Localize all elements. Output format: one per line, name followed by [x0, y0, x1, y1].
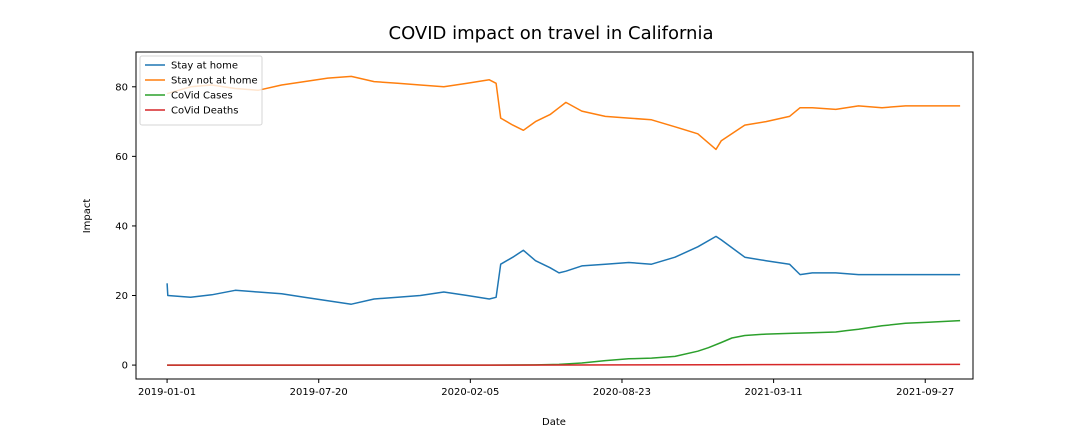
series-layer [166, 75, 961, 366]
series-line-stay-not-at-home [166, 75, 961, 151]
y-tick-label: 40 [115, 221, 128, 232]
plot-area [135, 51, 974, 380]
chart-title: COVID impact on travel in California [389, 23, 714, 44]
y-tick-label: 20 [115, 291, 128, 302]
x-tick-label: 2021-09-27 [896, 387, 954, 398]
legend: Stay at home Stay not at home CoVid Cases C… [139, 55, 263, 126]
legend-label: Stay at home [171, 61, 238, 72]
series-line-covid-deaths [167, 363, 961, 366]
y-tick-label: 60 [115, 152, 128, 163]
series-line-stay-at-home [166, 235, 961, 305]
x-axis: 2019-01-01 2019-07-20 2020-02-05 2020-08-23… [138, 379, 954, 398]
series-line-covid-cases [167, 319, 961, 366]
x-tick-label: 2020-02-05 [441, 387, 499, 398]
x-tick-label: 2020-08-23 [593, 387, 651, 398]
legend-label: CoVid Deaths [171, 106, 238, 117]
legend-box [139, 55, 263, 126]
x-tick-label: 2019-01-01 [138, 387, 196, 398]
legend-label: CoVid Cases [171, 91, 233, 102]
legend-label: Stay not at home [171, 76, 258, 87]
x-axis-label: Date [542, 417, 566, 428]
y-axis-label: Impact [82, 199, 93, 234]
x-tick-label: 2019-07-20 [290, 387, 348, 398]
y-axis: 0 20 40 60 80 [115, 82, 136, 372]
x-tick-label: 2021-03-11 [745, 387, 803, 398]
y-tick-label: 80 [115, 82, 128, 93]
y-tick-label: 0 [122, 361, 128, 372]
